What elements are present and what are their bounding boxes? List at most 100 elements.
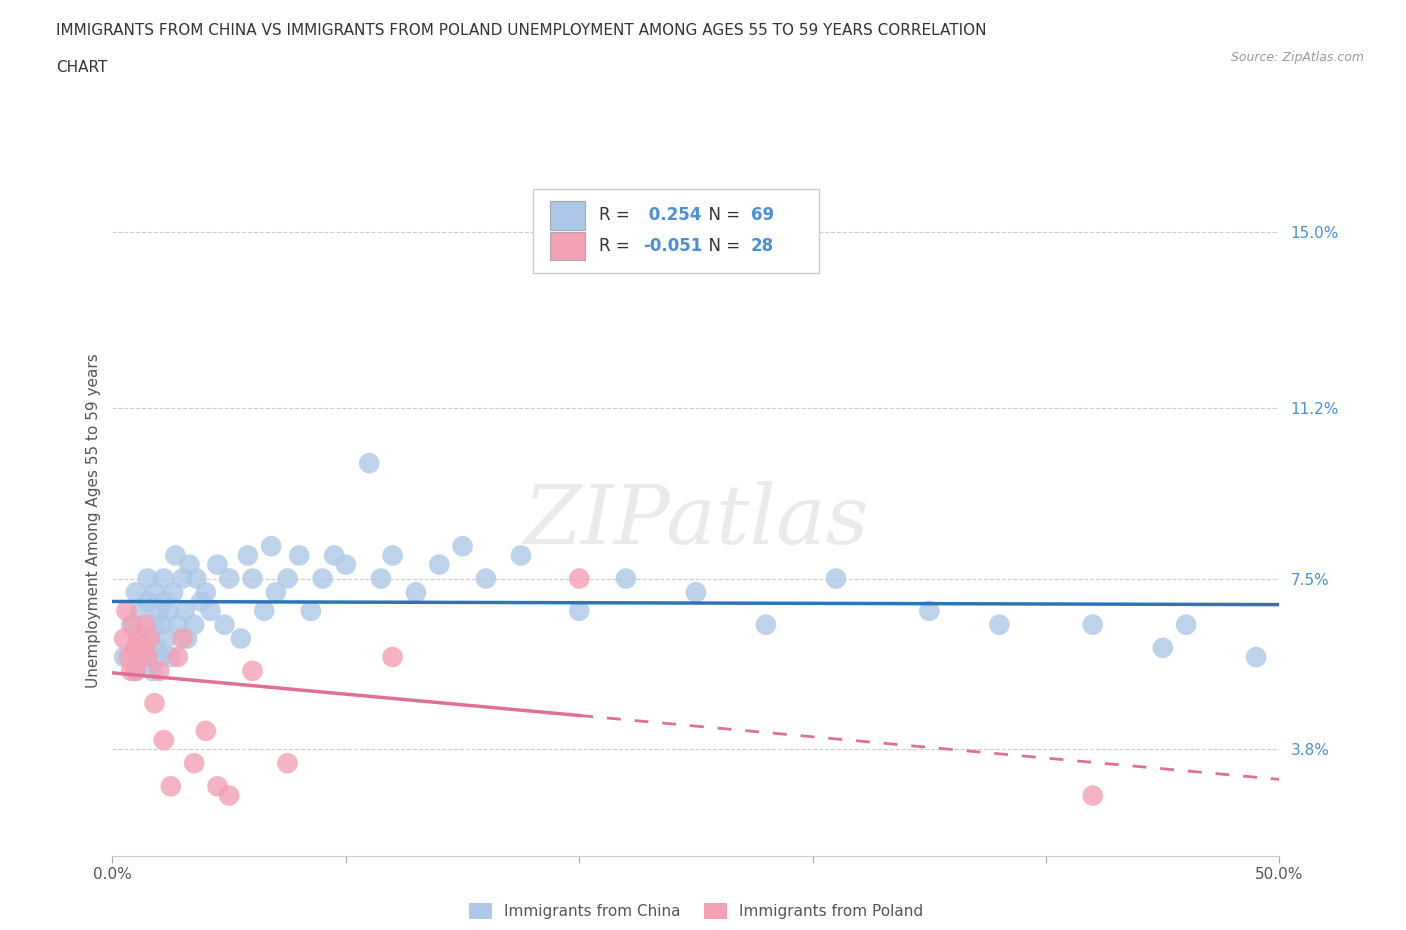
Point [207,557,229,572]
FancyBboxPatch shape [550,202,585,230]
Point [148,663,170,678]
Point [236,548,259,563]
Point [166,649,188,664]
Point [381,548,404,563]
Point [1244,649,1267,664]
Text: R =: R = [599,236,636,255]
Point [165,548,187,563]
Point [194,724,217,738]
Point [148,604,170,618]
Text: N =: N = [699,206,745,224]
Point [139,631,162,646]
Point [242,663,264,678]
Text: N =: N = [699,236,745,255]
Point [166,618,188,632]
Point [136,594,159,609]
Point [264,585,287,600]
Y-axis label: Unemployment Among Ages 55 to 59 years: Unemployment Among Ages 55 to 59 years [86,353,101,688]
Point [509,548,531,563]
Point [1081,788,1104,803]
Point [125,663,148,678]
Point [260,538,283,553]
Point [242,571,264,586]
Point [148,649,170,664]
Point [299,604,322,618]
Point [129,604,152,618]
Point [139,631,162,646]
Point [825,571,848,586]
Text: CHART: CHART [56,60,108,75]
Text: Source: ZipAtlas.com: Source: ZipAtlas.com [1230,51,1364,64]
Point [172,571,194,586]
Point [157,604,180,618]
Text: 69: 69 [751,206,773,224]
Legend: Immigrants from China, Immigrants from Poland: Immigrants from China, Immigrants from P… [463,897,929,925]
Point [125,641,148,656]
Point [183,618,205,632]
Point [162,585,184,600]
Point [141,663,163,678]
Point [134,618,156,632]
Point [614,571,637,586]
Point [359,456,381,471]
Point [214,618,236,632]
Point [136,571,159,586]
Point [194,585,217,600]
Text: 0.254: 0.254 [644,206,702,224]
Point [115,604,138,618]
Point [276,571,298,586]
Point [229,631,252,646]
Point [153,571,176,586]
Point [190,594,212,609]
Point [381,649,404,664]
Text: -0.051: -0.051 [644,236,703,255]
Point [125,663,148,678]
Point [125,585,148,600]
Point [427,557,450,572]
Point [132,641,155,656]
Point [918,604,941,618]
Point [143,585,166,600]
Point [370,571,392,586]
Point [207,779,229,794]
Point [755,618,778,632]
Point [112,631,135,646]
Point [253,604,276,618]
Point [127,631,149,646]
Point [173,604,195,618]
Point [160,779,183,794]
Point [134,649,156,664]
Point [405,585,427,600]
Point [120,618,142,632]
Point [136,649,159,664]
Point [568,571,591,586]
Point [129,627,152,642]
Point [155,631,177,646]
Point [112,649,135,664]
Point [153,733,176,748]
Point [323,548,346,563]
Point [153,594,176,609]
Text: R =: R = [599,206,636,224]
Point [311,571,333,586]
Point [335,557,357,572]
Point [120,663,142,678]
Point [1081,618,1104,632]
Point [288,548,311,563]
FancyBboxPatch shape [533,190,818,273]
Point [568,604,591,618]
Point [122,618,145,632]
Point [475,571,498,586]
Point [118,649,141,664]
Point [150,618,173,632]
Point [685,585,707,600]
Point [186,571,208,586]
Point [988,618,1011,632]
Point [129,649,152,664]
FancyBboxPatch shape [550,232,585,259]
Text: 28: 28 [751,236,773,255]
Point [451,538,474,553]
Point [143,696,166,711]
Point [125,641,148,656]
Text: ZIPatlas: ZIPatlas [523,481,869,561]
